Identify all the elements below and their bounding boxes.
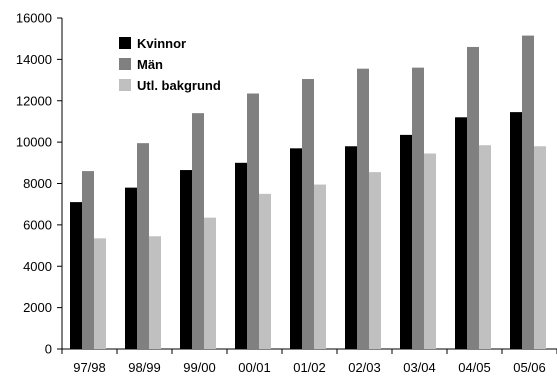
y-tick-label: 12000 [16,93,52,108]
y-tick-label: 2000 [23,300,52,315]
bar-utl-bakgrund-99-00 [204,217,216,349]
x-tick-label: 04/05 [458,360,491,375]
legend-swatch-utl-bakgrund [119,79,131,91]
bar-m-n-98-99 [137,143,149,349]
bar-m-n-99-00 [192,113,204,349]
y-tick-label: 4000 [23,259,52,274]
legend: Kvinnor Män Utl. bakgrund [119,36,221,93]
legend-swatch-m-n [119,58,131,70]
y-tick-label: 10000 [16,135,52,150]
bar-utl-bakgrund-01-02 [314,184,326,349]
bar-utl-bakgrund-97-98 [94,238,106,349]
bars [70,35,546,350]
bar-kvinnor-04-05 [455,117,467,349]
legend-label-kvinnor: Kvinnor [137,36,186,51]
x-tick-label: 97/98 [73,360,106,375]
bar-m-n-03-04 [412,67,424,350]
bar-m-n-02-03 [357,68,369,349]
bar-kvinnor-03-04 [400,134,412,349]
bar-kvinnor-98-99 [125,187,137,349]
x-tick-label: 99/00 [183,360,216,375]
bar-kvinnor-99-00 [180,170,192,349]
bar-utl-bakgrund-03-04 [424,153,436,349]
bar-utl-bakgrund-00-01 [259,193,271,349]
y-tick-label: 0 [45,342,52,357]
bar-m-n-97-98 [82,171,94,349]
bar-kvinnor-97-98 [70,202,82,349]
bar-kvinnor-01-02 [290,148,302,349]
bar-utl-bakgrund-05-06 [534,146,546,349]
bar-utl-bakgrund-02-03 [369,172,381,349]
bar-utl-bakgrund-98-99 [149,236,161,349]
legend-swatch-kvinnor [119,37,131,49]
x-tick-label: 05/06 [513,360,546,375]
x-tick-label: 00/01 [238,360,271,375]
bar-m-n-05-06 [522,35,534,349]
bar-utl-bakgrund-04-05 [479,145,491,349]
bar-kvinnor-02-03 [345,146,357,349]
y-tick-label: 16000 [16,11,52,26]
y-tick-label: 14000 [16,52,52,67]
legend-label-utl-bakgrund: Utl. bakgrund [137,78,221,93]
x-tick-labels: 97/98 98/99 99/00 00/01 01/02 02/03 03/04 04/05… [73,360,546,375]
legend-label-m-n: Män [137,57,163,72]
y-tick-label: 8000 [23,176,52,191]
x-tick-label: 02/03 [348,360,381,375]
y-tick-label: 6000 [23,217,52,232]
x-tick-label: 03/04 [403,360,436,375]
bar-m-n-01-02 [302,79,314,349]
bar-m-n-04-05 [467,46,479,350]
bar-kvinnor-05-06 [510,112,522,349]
bar-kvinnor-00-01 [235,162,247,349]
bar-m-n-00-01 [247,93,259,350]
y-tick-labels: 0 2000 4000 6000 8000 10000 12000 14000 16000 [16,11,52,357]
x-tick-label: 98/99 [128,360,161,375]
x-tick-label: 01/02 [293,360,326,375]
